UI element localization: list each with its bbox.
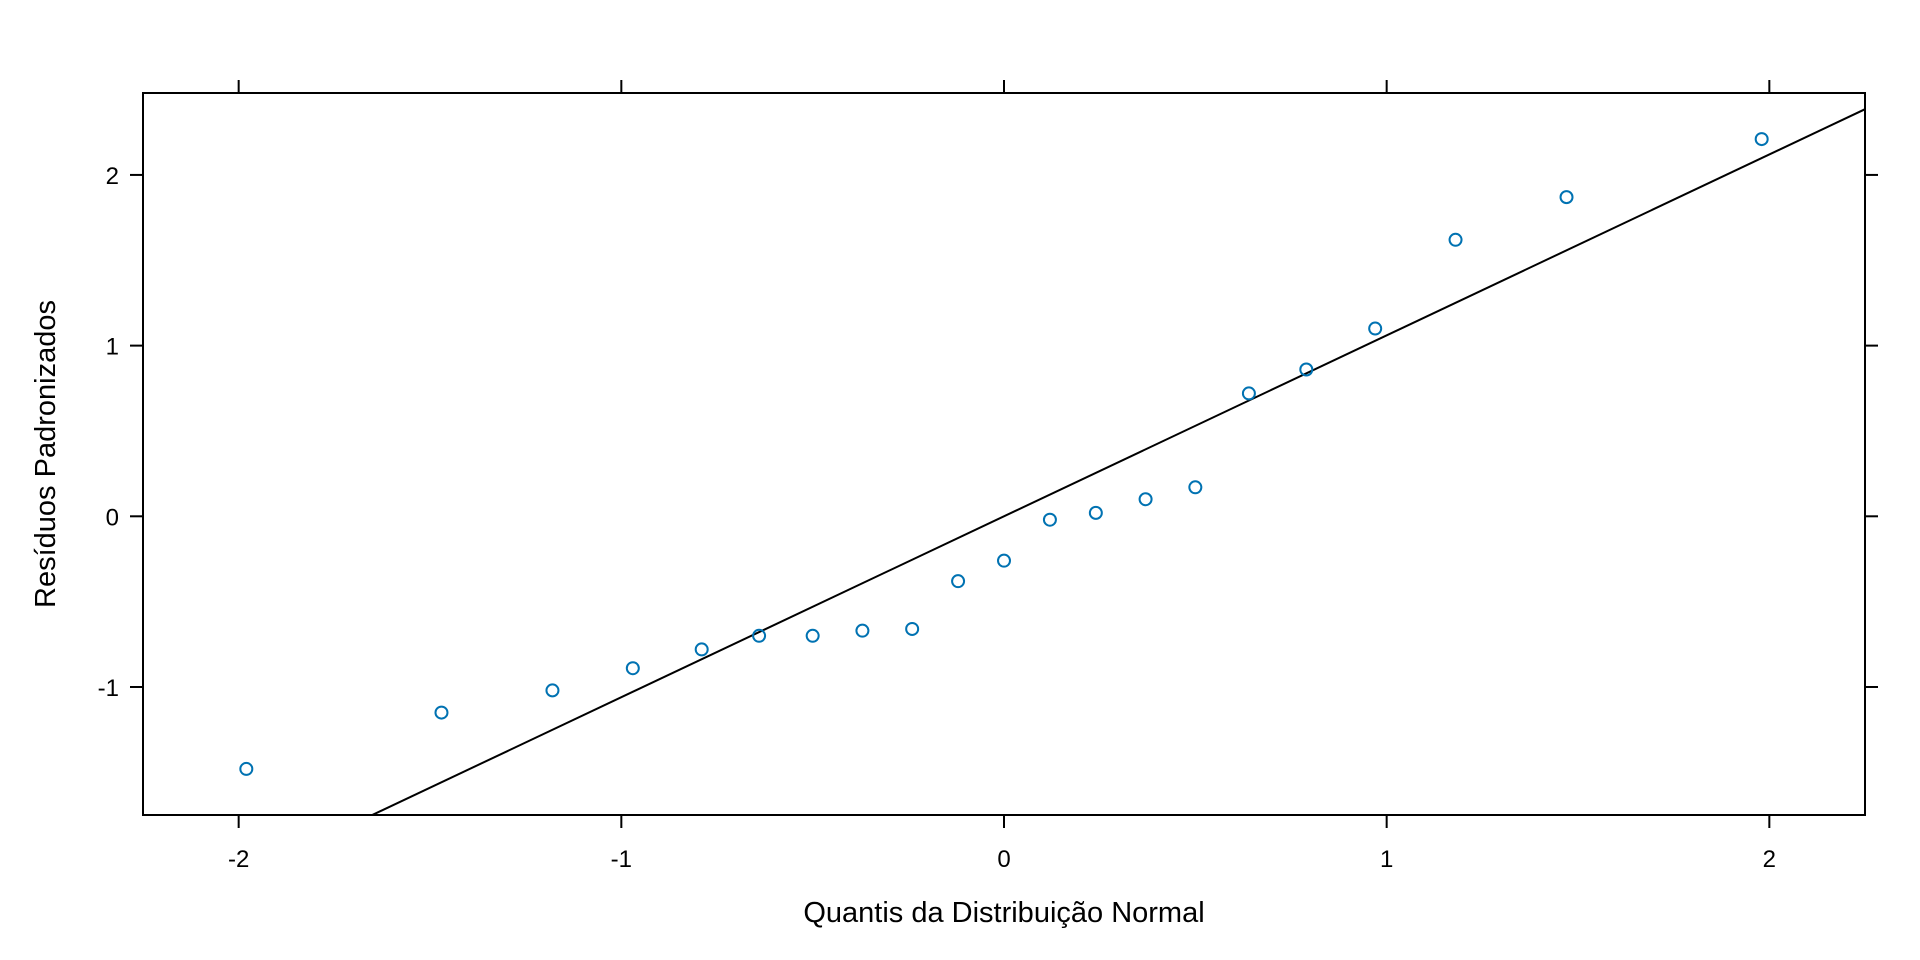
x-tick-label: -2 [228,846,249,873]
data-point [805,628,820,643]
data-point [694,642,709,657]
data-point [1368,321,1383,336]
y-tick-label: 0 [106,504,119,531]
y-axis-title: Resíduos Padronizados [30,300,62,608]
data-point [905,621,920,636]
data-point [1188,480,1203,495]
data-point [951,574,966,589]
y-tick-label: 1 [106,334,119,361]
data-point [1042,512,1057,527]
data-point [434,705,449,720]
data-point [1088,505,1103,520]
y-tick-label: -1 [98,675,119,702]
x-tick-label: 2 [1763,846,1776,873]
data-point [545,683,560,698]
data-points [239,132,1769,776]
data-point [997,553,1011,568]
reference-line-group [369,108,1865,815]
data-point [855,623,870,638]
data-point [239,761,254,776]
reference-line [369,108,1865,815]
data-point [1448,232,1463,247]
data-point [1241,386,1256,401]
x-ticks: -2 -1 0 1 2 [228,80,1776,873]
y-ticks: -1 0 1 2 [98,163,1878,702]
data-point [1138,492,1153,507]
plot-frame [142,92,1866,816]
y-tick-label: 2 [106,163,119,190]
data-point [625,661,640,676]
x-tick-label: -1 [611,846,632,873]
x-axis-title: Quantis da Distribuição Normal [803,897,1204,929]
data-point [752,628,767,643]
x-tick-label: 0 [997,846,1010,873]
data-point [1754,132,1769,147]
data-point [1559,190,1574,205]
data-point [1299,362,1314,377]
x-tick-label: 1 [1380,846,1393,873]
